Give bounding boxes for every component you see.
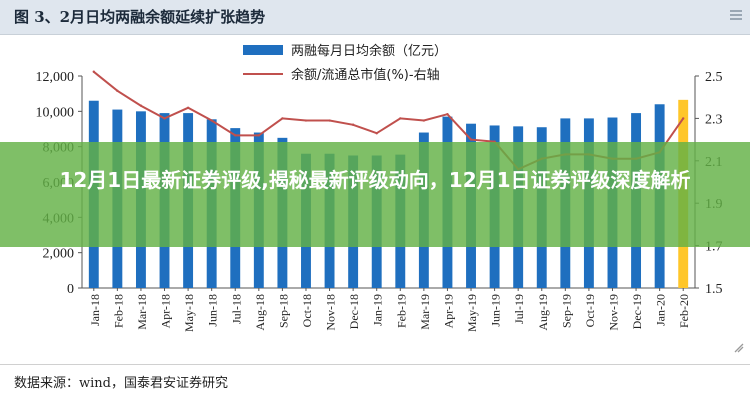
x-tick-label: Sep-18: [276, 294, 290, 328]
x-tick-label: Oct-18: [300, 294, 314, 327]
y-tick-label-right: 2.3: [705, 112, 723, 127]
line-point: [304, 119, 308, 122]
legend-label-bar: 两融每月日均余额（亿元）: [291, 43, 447, 59]
line-point: [257, 134, 261, 137]
x-tick-label: Apr-18: [159, 294, 173, 328]
line-point: [422, 119, 426, 122]
x-tick-label: Dec-19: [630, 294, 644, 329]
x-tick-label: Feb-18: [111, 294, 125, 328]
x-tick-label: Jun-18: [206, 294, 220, 327]
x-tick-label: Oct-19: [583, 294, 597, 327]
headline-text: 12月1日最新证券评级,揭秘最新评级动向，12月1日证券评级深度解析: [59, 168, 691, 192]
figure-title-bar: [0, 0, 750, 34]
y-tick-label-right: 1.5: [705, 282, 723, 297]
x-tick-label: Aug-19: [536, 294, 550, 331]
line-point: [375, 132, 378, 135]
x-tick-label: May-19: [465, 294, 479, 332]
x-tick-label: Feb-20: [677, 294, 691, 328]
line-point: [469, 138, 473, 141]
x-tick-label: Jan-20: [654, 294, 668, 326]
headline-banner: [0, 142, 750, 247]
line-point: [139, 104, 143, 107]
x-tick-label: Mar-19: [418, 294, 432, 330]
line-point: [281, 117, 284, 120]
line-point: [186, 106, 190, 110]
y-tick-label-left: 2,000: [43, 247, 75, 262]
menu-icon[interactable]: [729, 8, 743, 22]
x-tick-label: Mar-18: [135, 294, 149, 330]
line-point: [446, 112, 449, 116]
line-point: [351, 123, 355, 126]
x-tick-label: Jan-19: [371, 294, 385, 326]
x-tick-label: Nov-19: [606, 294, 620, 331]
legend-label-line: 余额/流通总市值(%)-右轴: [291, 67, 440, 83]
line-point: [399, 117, 402, 120]
line-point: [92, 70, 95, 73]
x-tick-label: Apr-19: [441, 294, 455, 328]
legend-swatch-bar: [243, 45, 283, 55]
line-point: [116, 89, 119, 93]
source-note: 数据来源：wind，国泰君安证券研究: [14, 376, 228, 391]
x-tick-label: Dec-18: [347, 294, 361, 329]
source-divider: [0, 364, 750, 365]
x-tick-label: Aug-18: [253, 294, 267, 331]
x-tick-label: Jan-18: [88, 294, 102, 326]
y-tick-label-left: 12,000: [36, 70, 75, 85]
line-point: [210, 119, 213, 122]
x-tick-label: May-18: [182, 294, 196, 332]
x-tick-label: Jul-19: [512, 294, 526, 324]
x-tick-label: Feb-19: [394, 294, 408, 328]
line-point: [682, 117, 685, 120]
x-tick-label: Jul-18: [229, 294, 243, 324]
y-tick-label-right: 2.5: [705, 70, 723, 85]
y-tick-label-left: 10,000: [36, 105, 75, 120]
y-tick-label-left: 0: [67, 282, 74, 297]
x-tick-label: Nov-18: [324, 294, 338, 331]
x-tick-label: Sep-19: [559, 294, 573, 328]
x-tick-label: Jun-19: [489, 294, 503, 327]
line-point: [234, 134, 237, 137]
figure-title: 图 3、2月日均两融余额延续扩张趋势: [14, 8, 266, 26]
expand-icon[interactable]: [733, 342, 745, 354]
title-divider: [0, 34, 750, 35]
line-point: [163, 117, 166, 120]
line-point: [328, 119, 331, 122]
